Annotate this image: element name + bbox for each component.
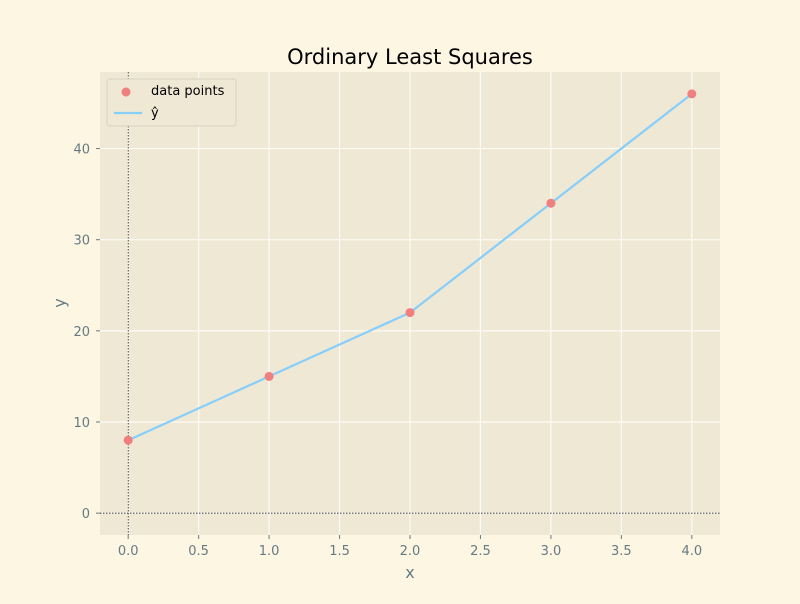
x-tick-label: 3.5 (611, 544, 632, 559)
y-tick-label: 40 (73, 143, 90, 158)
grid-lines (100, 72, 720, 535)
x-axis-ticks: 0.0 0.5 1.0 1.5 2.0 2.5 3.0 3.5 4.0 (118, 535, 702, 559)
x-tick-label: 1.0 (259, 544, 280, 559)
y-tick-label: 20 (73, 325, 90, 340)
data-point (264, 371, 274, 381)
y-tick-label: 30 (73, 234, 90, 249)
y-tick-label: 0 (82, 507, 90, 522)
y-axis-label: y (50, 298, 69, 307)
x-tick-label: 0.0 (118, 544, 139, 559)
x-tick-label: 3.0 (541, 544, 562, 559)
legend-label-data-points: data points (151, 84, 225, 99)
x-tick-label: 1.5 (329, 544, 350, 559)
data-points-layer (123, 89, 697, 445)
legend-marker-data-points (121, 87, 131, 97)
data-point (405, 308, 415, 318)
data-point (687, 89, 697, 99)
chart-title: Ordinary Least Squares (287, 45, 533, 69)
x-tick-label: 4.0 (681, 544, 702, 559)
x-tick-label: 2.0 (400, 544, 421, 559)
data-point (546, 198, 556, 208)
reference-lines (100, 72, 720, 535)
x-axis-label: x (405, 563, 414, 582)
x-tick-label: 0.5 (188, 544, 209, 559)
x-tick-label: 2.5 (470, 544, 491, 559)
legend-label-fit-line: ŷ (151, 106, 159, 121)
y-axis-ticks: 0 10 20 30 40 (73, 143, 100, 522)
legend-box (106, 78, 237, 127)
y-tick-label: 10 (73, 416, 90, 431)
data-point (123, 435, 133, 445)
legend: data points ŷ (106, 78, 237, 127)
